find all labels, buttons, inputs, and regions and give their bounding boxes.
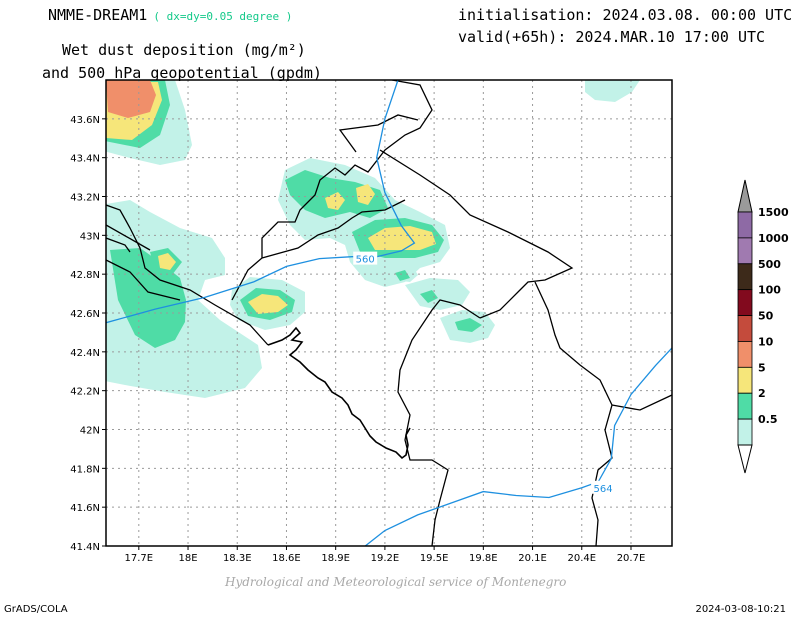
country-border-line: [338, 114, 419, 153]
country-border-line: [534, 281, 613, 546]
lon-tick-label: 19.8E: [469, 553, 498, 564]
legend-label: 2: [758, 387, 766, 400]
legend-swatch: [737, 341, 753, 368]
lon-tick-label: 19.5E: [420, 553, 449, 564]
render-timestamp: 2024-03-08-10:21: [695, 604, 786, 615]
legend-swatch: [737, 237, 753, 265]
lat-tick-label: 43.4N: [70, 154, 100, 165]
latitude-tick-labels: 41.4N 41.6N 41.8N 42N 42.2N 42.4N 42.6N 42.8N 43…: [70, 115, 106, 553]
deposition-area-nw-10: [106, 80, 156, 118]
country-border-line: [106, 237, 131, 253]
longitude-tick-labels: 17.7E 18E 18.3E 18.6E 18.9E 19.2E 19.5E 19.8E 20…: [125, 546, 646, 564]
lon-tick-label: 17.7E: [125, 553, 154, 564]
software-label: GrADS/COLA: [4, 604, 68, 615]
model-resolution: ( dx=dy=0.05 degree ): [153, 10, 293, 23]
coastline-path: [267, 326, 411, 460]
geopotential-contours: 560 564: [106, 80, 672, 546]
legend-top-cap: [737, 179, 753, 213]
lon-tick-label: 18.9E: [321, 553, 350, 564]
lon-tick-label: 20.4E: [567, 553, 596, 564]
deposition-area-east-2b: [395, 270, 410, 281]
lat-tick-label: 43.6N: [70, 115, 100, 126]
deposition-shading: [106, 80, 640, 398]
legend-swatch: [737, 418, 753, 446]
contour-label-background: [353, 251, 378, 265]
country-border-line: [397, 299, 481, 546]
product-title: Wet dust deposition (mg/m²): [62, 41, 306, 59]
country-border-line: [379, 149, 574, 319]
country-borders: [106, 80, 672, 546]
legend-label: 1500: [758, 206, 789, 219]
deposition-area-central-5b: [356, 184, 375, 205]
country-border-line: [106, 204, 269, 346]
deposition-area-east-2: [420, 290, 438, 303]
lat-tick-label: 41.4N: [70, 542, 100, 553]
legend-label: 50: [758, 310, 774, 323]
legend-swatch: [737, 315, 753, 342]
deposition-area-west-5: [158, 253, 176, 270]
legend-label: 1000: [758, 232, 789, 245]
lat-tick-label: 43N: [80, 231, 100, 242]
country-border-line: [611, 394, 672, 411]
lat-tick-label: 41.6N: [70, 503, 100, 514]
country-border-line: [106, 259, 181, 301]
lon-tick-label: 18E: [179, 553, 198, 564]
legend-label: 0.5: [758, 413, 778, 426]
contour-label-background: [591, 480, 616, 494]
legend-label: 5: [758, 361, 766, 374]
map-gridlines: [106, 80, 672, 546]
country-border-line: [231, 80, 433, 301]
color-legend: 1500 1000 500 100 50 10 5 2 0.5: [737, 179, 789, 474]
legend-swatch: [737, 366, 753, 394]
lat-tick-label: 42.2N: [70, 387, 100, 398]
model-title: NMME-DREAM1( dx=dy=0.05 degree ): [48, 6, 293, 24]
country-border-line: [261, 199, 406, 259]
contour-label-564: 564: [594, 484, 613, 495]
lon-tick-label: 18.6E: [272, 553, 301, 564]
deposition-area-coast-5: [248, 294, 288, 314]
legend-label: 500: [758, 258, 781, 271]
legend-swatch: [737, 211, 753, 239]
lon-tick-label: 20.1E: [518, 553, 547, 564]
lon-tick-label: 20.7E: [617, 553, 646, 564]
lat-tick-label: 42.4N: [70, 348, 100, 359]
lat-tick-label: 43.2N: [70, 193, 100, 204]
legend-swatch: [737, 289, 753, 316]
deposition-area-east-2c: [455, 318, 482, 332]
map-plot-area: 560 564: [106, 80, 672, 546]
lon-tick-label: 18.3E: [223, 553, 252, 564]
contour-label-560: 560: [356, 255, 375, 266]
deposition-area-ne: [585, 80, 640, 102]
lon-tick-label: 19.2E: [371, 553, 400, 564]
source-credit: Hydrological and Meteorological service …: [225, 575, 567, 589]
legend-label: 100: [758, 284, 781, 297]
legend-swatch: [737, 263, 753, 291]
adriatic-coastline: [267, 326, 411, 460]
country-border-line: [106, 224, 151, 251]
lat-tick-label: 41.8N: [70, 464, 100, 475]
product-subtitle: and 500 hPa geopotential (gpdm): [42, 64, 322, 82]
legend-bottom-cap: [737, 444, 753, 474]
deposition-area-east-b: [405, 278, 470, 310]
legend-label: 10: [758, 335, 774, 348]
lat-tick-label: 42N: [80, 426, 100, 437]
lat-tick-label: 42.6N: [70, 309, 100, 320]
initialisation-time: initialisation: 2024.03.08. 00:00 UTC: [458, 6, 793, 24]
lat-tick-label: 42.8N: [70, 270, 100, 281]
geopotential-contour-564: [364, 347, 672, 546]
legend-swatch: [737, 392, 753, 420]
valid-time: valid(+65h): 2024.MAR.10 17:00 UTC: [458, 28, 766, 46]
